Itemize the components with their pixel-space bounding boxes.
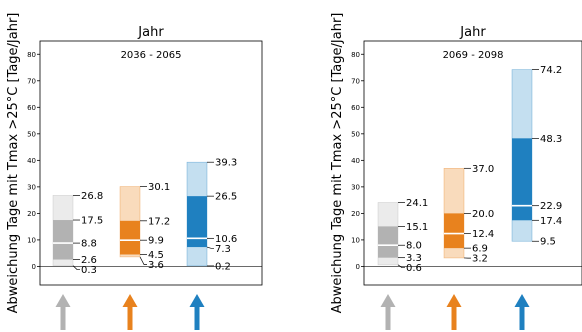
- arrow-shaft: [194, 306, 200, 330]
- value-label: 12.4: [472, 229, 494, 240]
- y-tick-label: 30: [27, 183, 36, 191]
- label-leader: [397, 264, 405, 269]
- value-label: 6.9: [472, 244, 488, 255]
- value-label: 8.8: [81, 239, 97, 250]
- value-label: 3.3: [406, 253, 422, 264]
- value-label: 26.5: [215, 192, 237, 203]
- y-tick-label: 50: [351, 130, 360, 138]
- arrow-head: [189, 294, 205, 307]
- period-label: 2036 - 2065: [121, 50, 182, 61]
- chart-title: Jahr: [137, 25, 164, 40]
- chart-panel-1: Jahr Abweichung Tage mit Tmax >25°C [Tage…: [6, 13, 263, 330]
- value-label: 30.1: [148, 182, 170, 193]
- plot-frame: [39, 40, 263, 286]
- value-label: 74.2: [540, 65, 562, 76]
- label-leader: [206, 246, 214, 249]
- series-3: 74.2 48.3 22.9 17.4 9.5: [511, 65, 562, 330]
- y-tick-label: 10: [351, 236, 360, 244]
- series-2: 30.1 17.2 9.9 4.53.6: [119, 182, 170, 330]
- quartile-box: [378, 226, 398, 258]
- arrow-shaft: [519, 306, 525, 330]
- value-label: 4.5: [148, 250, 164, 261]
- arrow-head: [380, 294, 396, 307]
- value-label: 8.0: [406, 241, 422, 252]
- plot-frame: [363, 40, 582, 286]
- y-tick-label: 50: [27, 130, 36, 138]
- y-tick-label: 10: [27, 236, 36, 244]
- value-label: 9.9: [148, 236, 164, 247]
- value-label: 22.9: [540, 201, 562, 212]
- value-label: 20.0: [472, 209, 494, 220]
- y-tick-label: 20: [27, 210, 36, 218]
- series-1: 26.8 17.5 8.8 2.60.3: [52, 191, 103, 330]
- arrow-shaft: [451, 306, 457, 330]
- value-label: 0.2: [215, 261, 231, 272]
- quartile-box: [187, 196, 207, 248]
- y-axis-label: Abweichung Tage mit Tmax >25°C [Tage/Jah…: [330, 13, 345, 314]
- value-label: 7.3: [215, 244, 231, 255]
- label-leader: [139, 256, 147, 265]
- series-2: 37.0 20.0 12.4 6.93.2: [443, 164, 494, 330]
- y-tick-label: 80: [27, 51, 36, 59]
- value-label: 26.8: [81, 191, 103, 202]
- value-label: 17.2: [148, 216, 170, 227]
- value-label: 15.1: [406, 222, 428, 233]
- quartile-box: [120, 220, 140, 255]
- arrow-head: [122, 294, 138, 307]
- value-label: 37.0: [472, 164, 494, 175]
- y-tick-label: 80: [351, 51, 360, 59]
- arrow-shaft: [127, 306, 133, 330]
- y-tick-label: 60: [27, 104, 36, 112]
- value-label: 24.1: [406, 198, 428, 209]
- value-label: 3.2: [472, 254, 488, 265]
- y-tick-label: 0: [356, 263, 360, 271]
- y-tick-label: 40: [27, 157, 36, 165]
- arrow-head: [514, 294, 530, 307]
- series-1: 24.1 15.1 8.03.30.6: [377, 198, 428, 330]
- chart-panel-2: Jahr Abweichung Tage mit Tmax >25°C [Tage…: [330, 13, 582, 330]
- y-tick-label: 20: [351, 210, 360, 218]
- label-leader: [72, 265, 80, 270]
- y-tick-label: 70: [351, 77, 360, 85]
- y-tick-label: 60: [351, 104, 360, 112]
- period-label: 2069 - 2098: [443, 50, 504, 61]
- quartile-box: [53, 220, 73, 260]
- value-label: 3.6: [148, 260, 164, 271]
- y-axis-label: Abweichung Tage mit Tmax >25°C [Tage/Jah…: [6, 13, 21, 314]
- value-label: 17.4: [540, 216, 562, 227]
- arrow-head: [446, 294, 462, 307]
- y-tick-label: 30: [351, 183, 360, 191]
- y-tick-label: 40: [351, 157, 360, 165]
- value-label: 17.5: [81, 216, 103, 227]
- arrow-head: [55, 294, 71, 307]
- arrow-shaft: [60, 306, 66, 330]
- series-3: 39.3 26.5 10.67.3 0.2: [186, 158, 237, 330]
- value-label: 0.3: [81, 265, 97, 276]
- quartile-box: [512, 138, 532, 221]
- value-label: 0.6: [406, 263, 422, 274]
- value-label: 10.6: [215, 234, 237, 245]
- value-label: 48.3: [540, 134, 562, 145]
- chart-title: Jahr: [459, 25, 486, 40]
- arrow-shaft: [385, 306, 391, 330]
- y-tick-label: 0: [32, 263, 36, 271]
- value-label: 39.3: [215, 158, 237, 169]
- y-tick-label: 70: [27, 77, 36, 85]
- quartile-box: [444, 213, 464, 249]
- value-label: 2.6: [81, 255, 97, 266]
- value-label: 9.5: [540, 237, 556, 248]
